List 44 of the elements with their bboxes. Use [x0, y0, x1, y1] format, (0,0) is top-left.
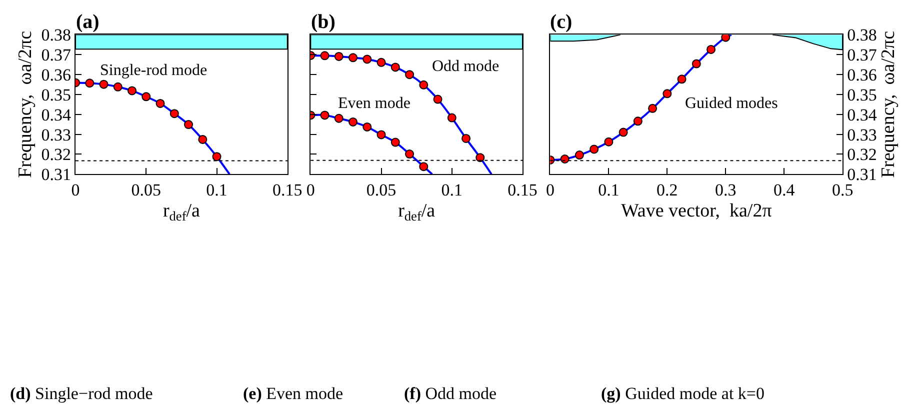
annotation: Even mode [338, 95, 410, 112]
x-tick-label: 0.05 [131, 180, 162, 200]
y-tick-label: 0.36 [41, 66, 72, 85]
x-tick-label: 0.2 [656, 180, 678, 200]
annotation: Odd mode [432, 58, 500, 75]
x-tick-label: 0.1 [598, 180, 620, 200]
y-tick-label: 0.37 [41, 46, 72, 65]
y-tick-label: 0.33 [41, 125, 72, 144]
x-tick-label: 0.15 [508, 180, 538, 200]
x-tick-label: 0.3 [715, 180, 736, 200]
x-tick-label: 0 [546, 180, 554, 200]
annotation: Guided modes [685, 95, 778, 112]
text: (f) Odd mode [404, 384, 497, 403]
y-tick-label: 0.38 [41, 26, 72, 45]
x-axis-title: r$_{def}$/a [398, 200, 436, 224]
y2-tick-label: 0.38 [847, 26, 877, 45]
y2-tick-label: 0.35 [847, 85, 877, 104]
x-axis-title: r$_{def}$/a [162, 200, 201, 224]
y2-tick-label: 0.32 [847, 145, 877, 164]
x-tick-label: 0.1 [206, 180, 228, 200]
chart-title: (c) [550, 11, 572, 33]
y-axis-title: Frequency, ωa/2πc [15, 30, 36, 178]
x-tick-label: 0.05 [366, 180, 396, 200]
y2-tick-label: 0.33 [847, 125, 877, 144]
y-tick-label: 0.35 [41, 85, 72, 104]
text: (e) Even mode [243, 384, 344, 403]
text: (d) Single−rod mode [10, 384, 153, 403]
x-tick-label: 0 [71, 180, 80, 200]
x-tick-label: 0.1 [441, 180, 463, 200]
chart-title: (a) [76, 11, 100, 33]
chart-title: (b) [311, 11, 336, 33]
y2-tick-label: 0.37 [847, 46, 878, 65]
y-tick-label: 0.31 [41, 165, 72, 184]
x-tick-label: 0.4 [773, 180, 796, 200]
y2-axis-title: Frequency, ωa/2πc [878, 30, 900, 178]
y2-tick-label: 0.34 [847, 105, 878, 124]
x-axis-title: Wave vector, ka/2π [621, 200, 772, 222]
y-tick-label: 0.34 [41, 105, 72, 124]
y2-tick-label: 0.36 [847, 66, 877, 85]
y-tick-label: 0.32 [41, 145, 72, 164]
x-tick-label: 0.15 [272, 180, 302, 200]
annotation: Single-rod mode [100, 62, 208, 79]
x-tick-label: 0 [306, 180, 315, 200]
text: (g) Guided mode at k=0 [601, 384, 764, 403]
